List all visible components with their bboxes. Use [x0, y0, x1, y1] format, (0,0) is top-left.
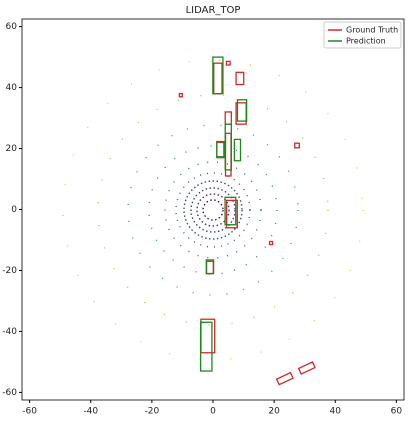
- legend-label: Ground Truth: [346, 26, 398, 35]
- y-tick-label: -60: [2, 388, 17, 398]
- legend-label: Prediction: [346, 37, 386, 46]
- y-tick-label: -40: [2, 327, 17, 337]
- box: [233, 138, 242, 162]
- box: [235, 71, 245, 86]
- y-tick-label: 60: [6, 22, 18, 32]
- box: [205, 259, 215, 275]
- box: [224, 111, 232, 125]
- y-tick-label: 20: [6, 144, 18, 154]
- x-tick-label: -40: [83, 407, 98, 417]
- box: [178, 93, 184, 98]
- box: [268, 240, 274, 246]
- point-cloud: [62, 59, 364, 361]
- chart-title: LIDAR_TOP: [186, 5, 241, 16]
- box: [205, 260, 214, 275]
- box: [225, 60, 231, 66]
- x-tick-label: 0: [210, 407, 216, 417]
- box: [216, 141, 225, 159]
- box: [199, 321, 213, 372]
- box: [225, 199, 238, 229]
- box: [275, 371, 294, 386]
- x-tick-label: -20: [145, 407, 160, 417]
- box: [200, 318, 216, 354]
- y-tick-label: -20: [2, 266, 17, 276]
- box: [216, 140, 226, 158]
- x-tick-label: -60: [22, 407, 37, 417]
- x-tick-label: 60: [391, 407, 403, 417]
- box: [212, 56, 224, 95]
- box: [213, 62, 223, 95]
- box: [297, 361, 316, 375]
- legend-frame: [323, 21, 402, 49]
- x-tick-label: 40: [330, 407, 342, 417]
- box: [236, 99, 248, 122]
- box: [224, 196, 237, 226]
- box: [294, 142, 300, 149]
- y-tick-label: 0: [11, 205, 17, 215]
- box: [224, 123, 232, 171]
- x-tick-label: 20: [268, 407, 280, 417]
- y-tick-label: 40: [6, 83, 18, 93]
